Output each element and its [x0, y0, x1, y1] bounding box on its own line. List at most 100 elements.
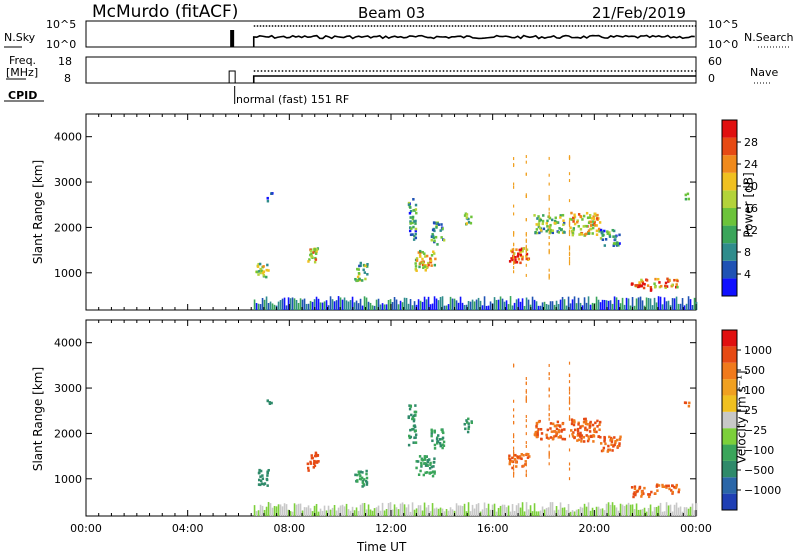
echo-cell	[585, 434, 588, 437]
echo-cell	[420, 465, 423, 468]
ground-scatter-cell	[479, 511, 482, 516]
streak-cell	[568, 157, 571, 161]
echo-cell	[547, 228, 550, 232]
colorbar-tick-label: −500	[744, 464, 774, 477]
ground-scatter-cell	[463, 503, 466, 516]
xtick-label: 12:00	[375, 522, 407, 535]
ground-scatter-cell	[285, 305, 288, 310]
ground-scatter-cell	[689, 299, 692, 310]
echo-cell	[409, 216, 412, 219]
ground-scatter-cell	[389, 502, 392, 516]
ground-scatter-cell	[587, 296, 590, 310]
echo-cell	[559, 434, 562, 438]
streak-cell	[548, 242, 550, 246]
ground-scatter-cell	[673, 504, 676, 516]
echo-cell	[585, 224, 588, 228]
ground-scatter-cell	[349, 300, 352, 310]
echo-cell	[588, 214, 592, 217]
ground-scatter-cell	[353, 302, 356, 310]
ground-scatter-cell	[587, 502, 590, 516]
echo-cell	[537, 215, 540, 218]
echo-cell	[601, 230, 604, 234]
echo-cell	[555, 221, 559, 224]
ground-scatter-cell	[487, 503, 490, 516]
ground-scatter-cell	[451, 509, 454, 516]
echo-cell	[604, 238, 608, 241]
echo-cell	[408, 407, 412, 411]
echo-cell	[558, 424, 561, 427]
ground-scatter-cell	[595, 506, 598, 516]
echo-cell	[638, 281, 641, 284]
streak-cell	[548, 197, 550, 201]
echo-cell	[557, 231, 561, 234]
ground-scatter-cell	[563, 507, 566, 516]
echo-cell	[414, 232, 417, 236]
echo-cell	[546, 219, 549, 223]
ground-scatter-cell	[421, 510, 424, 516]
ground-scatter-cell	[325, 300, 328, 310]
ground-scatter-cell	[655, 506, 658, 516]
echo-cell	[668, 487, 671, 491]
ground-scatter-cell	[263, 299, 266, 310]
streak-cell	[568, 220, 571, 224]
echo-cell	[440, 428, 443, 432]
echo-cell	[266, 474, 269, 477]
streak-cell	[513, 247, 515, 251]
echo-cell	[630, 283, 634, 286]
echo-cell	[563, 437, 567, 441]
echo-cell	[561, 422, 564, 426]
echo-cell	[553, 429, 557, 433]
freq-early-burst	[228, 70, 236, 84]
echo-cell	[534, 231, 537, 234]
ytick-label: 3000	[54, 176, 82, 189]
ground-scatter-cell	[339, 297, 342, 310]
ground-scatter-cell	[549, 502, 552, 516]
echo-cell	[306, 462, 310, 466]
echo-cell	[308, 258, 311, 261]
ground-scatter-cell	[369, 509, 372, 516]
ground-scatter-cell	[595, 296, 598, 310]
echo-cell	[431, 228, 435, 232]
echo-cell	[667, 280, 670, 283]
ground-scatter-cell	[393, 297, 396, 310]
echo-cell	[313, 454, 317, 458]
ground-scatter-cell	[293, 503, 296, 516]
ground-scatter-cell	[677, 507, 680, 516]
colorbar-tick-label: 28	[744, 136, 758, 149]
echo-cell	[553, 219, 557, 223]
echo-cell	[310, 255, 314, 258]
echo-cell	[542, 227, 546, 231]
ground-scatter-cell	[635, 503, 638, 516]
echo-cell	[440, 223, 443, 226]
streak-cell	[513, 471, 515, 475]
ground-scatter-cell	[303, 507, 306, 516]
echo-cell	[526, 456, 530, 459]
ground-scatter-cell	[359, 504, 362, 516]
velocity-colorbar: 1000 500 100 25 −25 −100 −500 −1000	[721, 329, 781, 511]
streak-cell	[513, 157, 515, 161]
echo-cell	[572, 228, 575, 232]
ground-scatter-cell	[547, 304, 550, 310]
ground-scatter-cell	[383, 304, 386, 310]
echo-cell	[684, 197, 688, 201]
echo-cell	[267, 468, 270, 472]
echo-cell	[556, 424, 559, 427]
echo-cell	[411, 221, 414, 225]
velocity-frame	[85, 319, 697, 517]
echo-cell	[257, 273, 260, 276]
ground-scatter-cell	[435, 507, 438, 516]
ground-scatter-cell	[649, 504, 652, 516]
ground-scatter-cell	[517, 298, 520, 310]
echo-cell	[358, 477, 362, 481]
ground-scatter-cell	[613, 296, 616, 310]
ground-scatter-cell	[611, 502, 614, 516]
echo-cell	[675, 483, 678, 487]
streak-cell	[513, 266, 515, 270]
ground-scatter-cell	[397, 304, 400, 310]
ground-scatter-cell	[633, 305, 636, 310]
ground-scatter-cell	[431, 503, 434, 516]
echo-cell	[582, 420, 586, 424]
echo-cell	[608, 448, 612, 452]
echo-cell	[671, 492, 674, 495]
echo-cell	[430, 428, 433, 432]
